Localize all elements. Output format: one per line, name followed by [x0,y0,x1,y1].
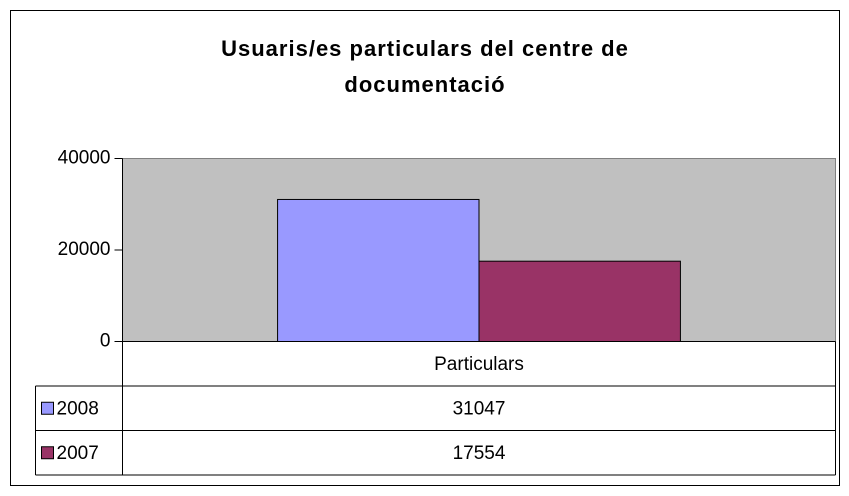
bar [277,198,480,342]
y-tick-label: 40000 [58,148,111,169]
legend-label: 2008 [57,398,99,419]
bar [478,260,681,343]
legend-key [41,446,54,460]
y-tick-label: 20000 [58,239,111,260]
table-value: 17554 [453,443,506,464]
legend-key [41,401,54,415]
chart-title: Usuaris/es particulars del centre de [221,36,629,61]
legend-label: 2007 [57,443,99,464]
table-value: 31047 [453,398,506,419]
chart-title: documentació [344,72,505,97]
x-tick-label: Particulars [434,354,524,375]
y-tick-label: 0 [100,331,111,352]
